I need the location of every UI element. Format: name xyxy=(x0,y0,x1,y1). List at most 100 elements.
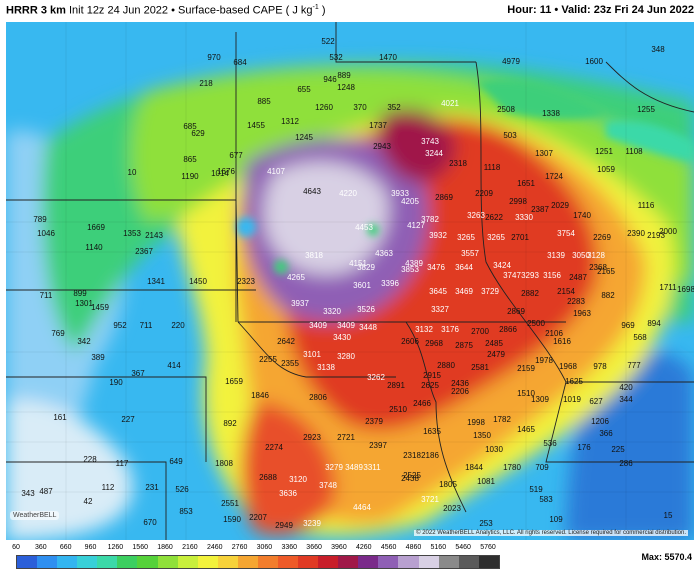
cape-value-label: 2551 xyxy=(221,499,239,508)
county-grid xyxy=(6,22,694,540)
max-label: Max: xyxy=(641,552,662,562)
cape-value-label: 3636 xyxy=(279,489,297,498)
valid-label: Valid: xyxy=(561,4,591,16)
cape-value-label: 1698 xyxy=(677,285,694,294)
unit-exponent: -1 xyxy=(312,4,319,11)
cape-details xyxy=(236,79,694,274)
cape-value-label: 777 xyxy=(627,361,641,370)
cape-value-label: 711 xyxy=(40,291,53,300)
colorbar-tick-label: 3960 xyxy=(331,544,347,551)
cape-value-label: 3244 xyxy=(425,149,443,158)
colorbar-swatch xyxy=(358,556,379,568)
cape-value-label: 2479 xyxy=(487,350,505,359)
cape-value-label: 2500 xyxy=(527,319,545,328)
cape-value-label: 3120 xyxy=(289,475,307,484)
cape-value-label: 3818 xyxy=(305,251,323,260)
cape-value-label: 1245 xyxy=(295,133,313,142)
cape-value-label: 1206 xyxy=(591,417,609,426)
cape-value-label: 231 xyxy=(145,483,159,492)
cape-value-label: 3747 xyxy=(503,271,521,280)
cape-value-label: 1470 xyxy=(379,53,397,62)
cape-value-label: 3937 xyxy=(291,299,309,308)
cape-value-label: 2154 xyxy=(557,287,575,296)
cape-value-label: 3729 xyxy=(481,287,499,296)
hour-value: 11 xyxy=(539,4,552,16)
cape-value-label: 3748 xyxy=(319,481,337,490)
valid-time: Hour: 11 • Valid: 23z Fri 24 Jun 2022 xyxy=(507,4,694,16)
cape-value-label: 3280 xyxy=(337,352,355,361)
cape-value-label: 1808 xyxy=(215,459,233,468)
cape-value-label: 670 xyxy=(143,518,157,527)
cape-value-label: 1844 xyxy=(465,463,483,472)
cape-value-label: 969 xyxy=(621,321,635,330)
colorbar-swatch xyxy=(37,556,58,568)
cape-value-label: 3139 xyxy=(547,251,565,260)
cape-value-label: 3644 xyxy=(455,263,473,272)
cape-value-label: 420 xyxy=(619,383,633,392)
cape-value-label: 1341 xyxy=(147,277,165,286)
cape-value-label: 2436 xyxy=(451,379,469,388)
cape-value-label: 2274 xyxy=(265,443,283,452)
cape-value-label: 952 xyxy=(113,321,127,330)
cape-value-label: 1724 xyxy=(545,172,563,181)
cape-value-label: 1118 xyxy=(484,163,501,172)
cape-value-label: 1081 xyxy=(477,477,495,486)
cape-value-label: 1255 xyxy=(637,105,655,114)
cape-value-label: 4205 xyxy=(401,197,419,206)
cape-value-label: 370 xyxy=(353,103,367,112)
cape-value-label: 4464 xyxy=(353,503,371,512)
cape-value-label: 3279 xyxy=(325,463,343,472)
cape-value-label: 3933 xyxy=(391,189,409,198)
cape-value-label: 3138 xyxy=(317,363,335,372)
cape-value-label: 1616 xyxy=(553,337,571,346)
cape-value-label: 2165 xyxy=(597,267,615,276)
cape-value-label: 1030 xyxy=(485,445,503,454)
cape-value-label: 3469 xyxy=(455,287,473,296)
map-header: HRRR 3 km Init 12z 24 Jun 2022 • Surface… xyxy=(0,0,700,22)
colorbar-tick-label: 4560 xyxy=(380,544,397,551)
cape-value-label: 4643 xyxy=(303,187,321,196)
cape-value-label: 2379 xyxy=(365,417,383,426)
cape-value-label: 865 xyxy=(183,155,197,164)
cape-value-label: 348 xyxy=(651,45,665,54)
colorbar-swatch xyxy=(398,556,419,568)
cape-value-label: 2485 xyxy=(485,339,503,348)
cape-value-label: 1353 xyxy=(123,229,141,238)
state-boundaries xyxy=(6,22,694,540)
cape-value-label: 1465 xyxy=(517,425,535,434)
cape-value-label: 225 xyxy=(611,445,625,454)
field-name: Surface-based CAPE ( J kg xyxy=(178,4,313,17)
cape-value-label: 2998 xyxy=(509,197,527,206)
cape-value-label: 3829 xyxy=(357,263,375,272)
cape-value-label: 2866 xyxy=(499,325,517,334)
cape-value-label: 2923 xyxy=(303,433,321,442)
colorbar-swatch xyxy=(278,556,299,568)
cape-value-label: 1676 xyxy=(217,167,235,176)
colorbar-tick-label: 5160 xyxy=(430,544,447,551)
colorbar-tick-label: 60 xyxy=(12,544,20,551)
cape-value-label: 978 xyxy=(593,362,607,371)
cape-value-label: 3128 xyxy=(587,251,605,260)
colorbar-tick-label: 3060 xyxy=(256,544,273,551)
cape-value-label: 1780 xyxy=(503,463,521,472)
cape-value-label: 1260 xyxy=(315,103,333,112)
cape-value-label: 3601 xyxy=(353,281,371,290)
colorbar-swatch xyxy=(237,556,258,568)
colorbar: 60 360 660 960 1260 1560 1860 2160 2460 2760 3060 3… xyxy=(0,542,700,575)
cape-value-label: 10 xyxy=(128,168,137,177)
cape-value-label: 3476 xyxy=(427,263,445,272)
colorbar-swatch xyxy=(97,556,118,568)
cape-value-label: 899 xyxy=(73,289,87,298)
cape-value-label: 1307 xyxy=(535,149,553,158)
cape-value-label: 1459 xyxy=(91,303,109,312)
cape-value-label: 2882 xyxy=(521,289,539,298)
cape-value-label: 2318 xyxy=(403,451,421,460)
cape-value-label: 1963 xyxy=(573,309,591,318)
cape-value-label: 3409 xyxy=(309,321,327,330)
cape-value-label: 2625 xyxy=(421,381,439,390)
cape-value-label: 522 xyxy=(321,37,335,46)
cape-value-label: 2318 xyxy=(449,159,467,168)
cape-value-label: 1140 xyxy=(85,243,103,252)
cape-value-label: 1737 xyxy=(369,121,387,130)
